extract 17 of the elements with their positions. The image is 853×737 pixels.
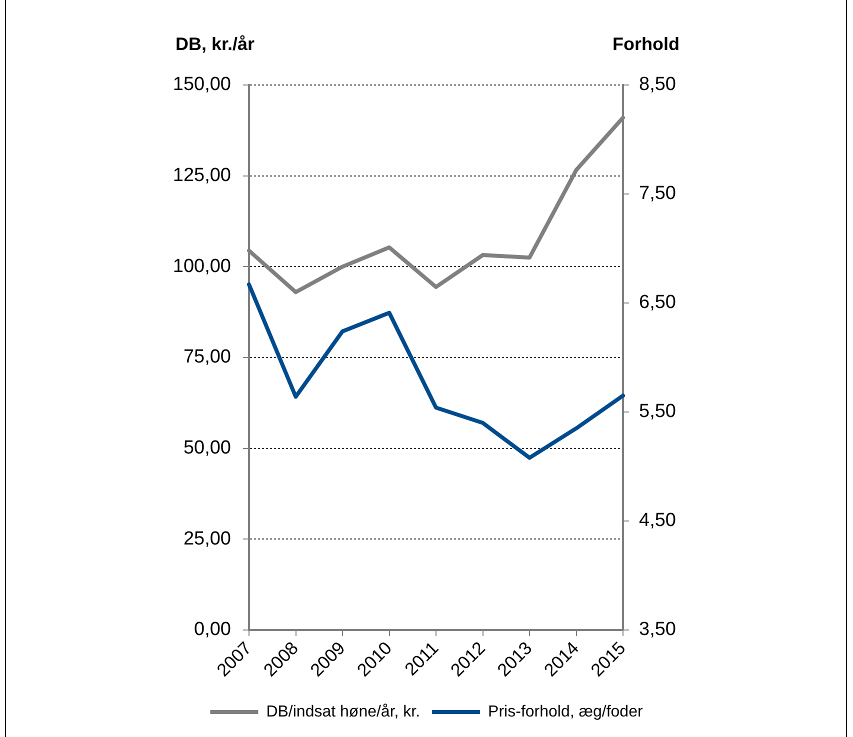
y2-axis-title: Forhold bbox=[612, 34, 680, 54]
y-tick-label: 150,00 bbox=[172, 74, 231, 96]
y2-tick-label: 3,50 bbox=[639, 619, 676, 640]
y-axis-title: DB, kr./år bbox=[175, 34, 255, 54]
legend-label: Pris-forhold, æg/foder bbox=[488, 703, 644, 720]
y-tick-label: 0,00 bbox=[194, 619, 231, 640]
y-tick-label: 100,00 bbox=[172, 256, 231, 277]
y-tick-label: 25,00 bbox=[183, 528, 231, 550]
y2-tick-label: 7,50 bbox=[639, 183, 676, 204]
legend-label: DB/indsat høne/år, kr. bbox=[266, 703, 420, 720]
y-tick-label: 75,00 bbox=[183, 346, 231, 368]
y-tick-label: 125,00 bbox=[172, 165, 231, 186]
y2-tick-label: 4,50 bbox=[639, 510, 676, 532]
y-tick-label: 50,00 bbox=[183, 438, 231, 459]
y2-tick-label: 8,50 bbox=[639, 74, 676, 96]
y2-tick-label: 6,50 bbox=[639, 292, 676, 314]
y2-tick-label: 5,50 bbox=[639, 401, 676, 422]
